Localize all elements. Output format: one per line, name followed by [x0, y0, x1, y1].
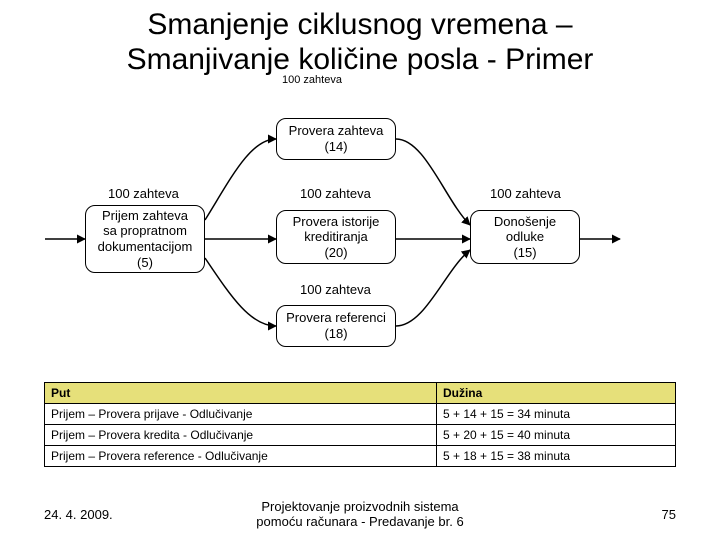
flow-diagram: Prijem zahtevasa propratnomdokumentacijo…: [0, 100, 720, 370]
table-row: Prijem – Provera prijave - Odlučivanje5 …: [45, 404, 676, 425]
flow-node: Provera referenci(18): [276, 305, 396, 347]
title-line-2: Smanjivanje količine posla - Primer: [127, 43, 594, 76]
flow-edge: [396, 139, 470, 225]
slide-title: Smanjenje ciklusnog vremena – Smanjivanj…: [0, 0, 720, 77]
flow-node: Provera zahteva(14): [276, 118, 396, 160]
table-row: Prijem – Provera reference - Odlučivanje…: [45, 446, 676, 467]
title-line-1: Smanjenje ciklusnog vremena –: [147, 8, 572, 41]
flow-edge: [205, 258, 276, 326]
edge-label: 100 zahteva: [108, 186, 179, 201]
edge-label: 100 zahteva: [300, 282, 371, 297]
footer-page: 75: [662, 507, 676, 522]
footer-center: Projektovanje proizvodnih sistema pomoću…: [0, 499, 720, 530]
col-duzina: Dužina: [436, 383, 675, 404]
table-row: Prijem – Provera kredita - Odlučivanje5 …: [45, 425, 676, 446]
title-subnote: 100 zahteva: [282, 74, 342, 86]
paths-table: Put Dužina Prijem – Provera prijave - Od…: [44, 382, 676, 467]
flow-node: Provera istorijekreditiranja(20): [276, 210, 396, 264]
flow-node: Prijem zahtevasa propratnomdokumentacijo…: [85, 205, 205, 273]
col-put: Put: [45, 383, 437, 404]
table-header-row: Put Dužina: [45, 383, 676, 404]
flow-node: Donošenjeodluke(15): [470, 210, 580, 264]
flow-edge: [396, 250, 470, 326]
edge-label: 100 zahteva: [490, 186, 561, 201]
flow-edge: [205, 139, 276, 220]
edge-label: 100 zahteva: [300, 186, 371, 201]
